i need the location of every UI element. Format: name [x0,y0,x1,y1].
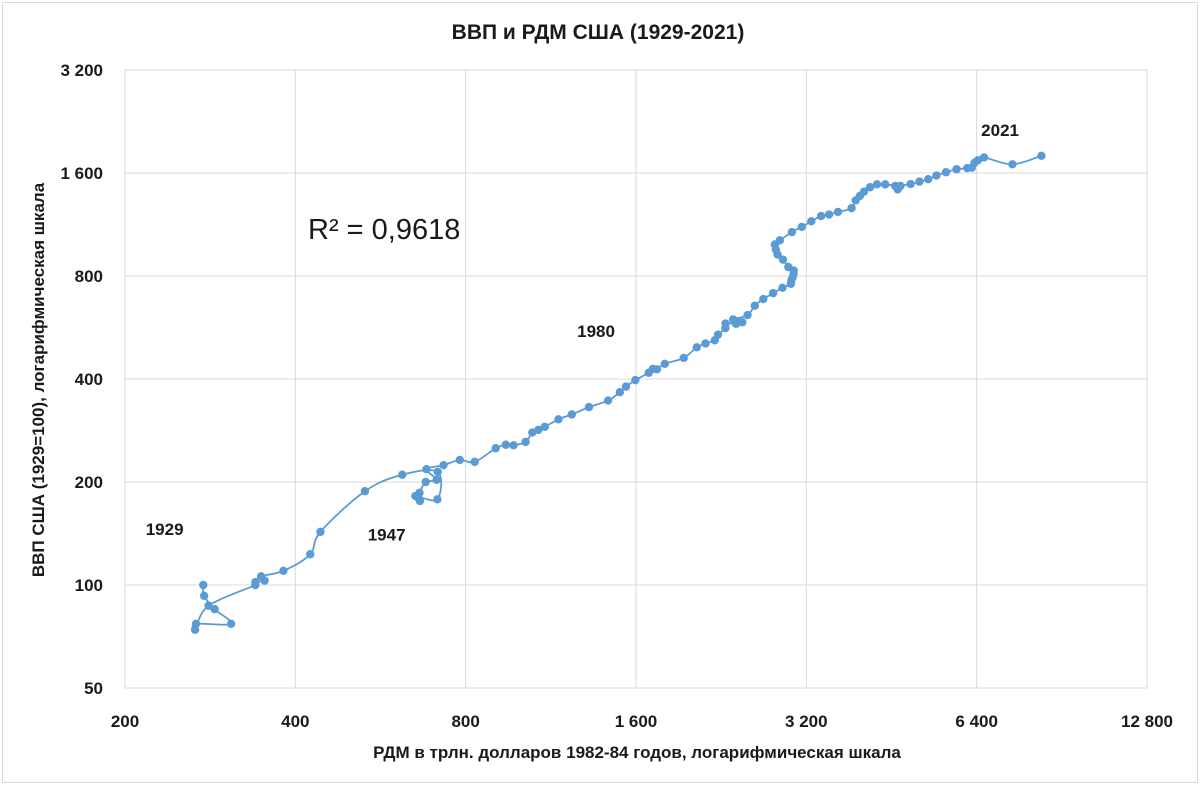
data-point [433,495,442,504]
data-point [941,168,951,177]
x-tick-label: 3 200 [785,712,828,731]
data-point [778,283,787,292]
data-point [787,227,797,237]
x-tick-label: 800 [451,712,479,731]
data-point [652,365,662,374]
r-squared-label: R² = 0,9618 [308,214,460,246]
data-point [847,203,856,213]
x-axis-label: РДМ в трлн. долларов 1982-84 годов, лога… [373,743,901,762]
data-point [713,330,723,339]
data-point [199,580,208,590]
data-point [204,601,213,610]
data-point [433,467,442,477]
axis-layer: 50 100 200 400 800 1 600 3 200 200 400 800 1 600 3 … [60,61,1173,731]
data-point [692,343,701,352]
data-point [784,262,793,272]
data-point [432,475,441,484]
data-point [567,410,576,419]
data-point [768,288,778,298]
data-point [881,180,890,189]
y-tick-label: 800 [75,267,103,286]
data-point [415,488,424,497]
y-tick-label: 100 [75,576,103,595]
data-point [728,315,738,324]
data-point [621,382,631,391]
data-point [872,180,882,189]
y-axis-label: ВВП США (1929=100), логарифмическая шкал… [29,182,48,577]
data-point [521,437,530,447]
y-tick-label: 1 600 [60,164,103,183]
data-point [778,255,788,264]
data-point [491,444,500,453]
data-point [398,470,407,479]
data-point [455,455,464,465]
y-tick-label: 200 [75,473,103,492]
data-point [251,577,260,587]
data-point [743,310,752,320]
year-annotation: 1980 [577,322,615,341]
data-point [439,460,448,470]
data-point [759,294,768,304]
y-tick-label: 3 200 [60,61,103,80]
data-point [509,441,518,450]
data-point [979,153,989,162]
data-point [1008,160,1017,169]
data-point [534,425,543,435]
x-tick-label: 200 [111,712,139,731]
data-point [896,181,905,191]
data-point [721,319,730,328]
year-annotation: 1929 [146,520,184,539]
chart-title: ВВП и РДМ США (1929-2021) [452,21,745,44]
data-point [932,171,941,180]
data-point [279,566,288,576]
data-point [199,591,209,600]
data-point [316,527,325,537]
data-point [952,165,961,174]
data-point [501,440,511,449]
data-point [807,217,816,226]
data-point [226,619,236,629]
data-point [421,477,430,487]
data-point [540,422,550,431]
data-point [660,359,670,369]
data-point [824,210,834,219]
data-point [816,211,826,221]
y-tick-label: 400 [75,370,103,389]
year-annotation: 1947 [368,525,406,544]
data-point [554,415,563,424]
data-point [906,179,915,189]
data-point [422,464,431,474]
x-tick-label: 12 800 [1121,712,1173,731]
data-point [360,486,370,496]
data-point [833,207,843,217]
data-point [470,457,479,467]
data-point [256,572,266,581]
data-point [797,222,806,232]
data-point [1037,151,1046,161]
y-tick-label: 50 [84,679,103,698]
data-point [750,301,760,310]
year-annotation: 2021 [981,121,1019,140]
data-point [603,396,613,405]
annotation-layer: 1929 1947 1980 2021 [146,121,1019,544]
x-tick-label: 400 [281,712,309,731]
data-point [631,375,640,385]
marker-layer [190,151,1046,634]
data-point [584,402,594,412]
data-point [775,236,785,245]
data-point [615,388,625,397]
data-point [701,339,710,348]
data-point [679,353,688,363]
x-tick-label: 1 600 [615,712,658,731]
data-point [859,187,869,196]
data-point [190,625,200,634]
data-point [306,550,315,559]
data-point [924,174,933,184]
data-point [915,177,924,186]
grid-layer [124,69,1148,689]
data-point [865,183,875,192]
x-tick-label: 6 400 [955,712,998,731]
